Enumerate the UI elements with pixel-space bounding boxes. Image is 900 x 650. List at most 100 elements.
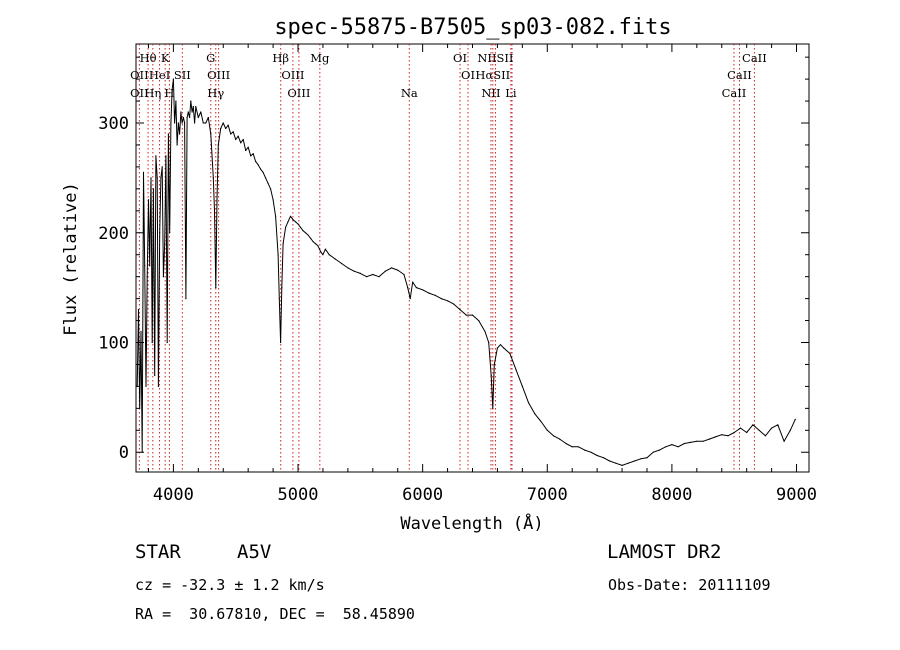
spectrum-point xyxy=(478,320,480,322)
y-tick-label: 200 xyxy=(98,224,129,244)
spectrum-point xyxy=(265,177,267,179)
spectrum-point xyxy=(571,446,573,448)
spectrum-point xyxy=(590,451,592,453)
spectrum-point xyxy=(142,171,145,173)
spectrum-point xyxy=(739,427,742,429)
spectrum-point xyxy=(207,116,209,119)
spectrum-point xyxy=(683,442,686,445)
spectrum-point xyxy=(658,449,661,451)
spectrum-point xyxy=(210,133,212,135)
spectrum-point xyxy=(690,441,692,443)
spectrum-point xyxy=(565,442,567,445)
spectrum-point xyxy=(322,254,324,256)
spectrum-point xyxy=(237,135,239,137)
spectrum-point xyxy=(222,122,224,124)
line-marker-label: Na xyxy=(401,86,418,100)
spectrum-point xyxy=(172,78,174,80)
line-marker-label: Mg xyxy=(310,51,330,65)
line-marker-label: NIISII xyxy=(477,51,513,65)
spectrum-point xyxy=(471,314,474,316)
y-tick-label: 0 xyxy=(119,443,129,463)
spectrum-point xyxy=(141,451,143,453)
plot-frame xyxy=(135,43,810,473)
spectrum-point xyxy=(137,309,140,311)
spectrum-point xyxy=(490,374,492,376)
spectrum-point xyxy=(174,122,176,124)
spectrum-point xyxy=(161,166,163,168)
spectrum-point xyxy=(328,254,330,256)
spectrum-point xyxy=(302,230,304,232)
spectrum-point xyxy=(309,237,312,239)
spectrum-point xyxy=(319,250,322,252)
spectrum-point xyxy=(499,344,502,346)
spectrum-point xyxy=(496,347,498,349)
spectrum-point xyxy=(230,133,232,135)
spectrum-point xyxy=(166,341,168,344)
coordinates: RA = 30.67810, DEC = 58.45890 xyxy=(135,605,415,623)
spectrum-point xyxy=(397,269,399,271)
spectrum-point xyxy=(378,276,380,278)
spectrum-point xyxy=(696,440,698,442)
spectrum-point xyxy=(640,458,642,460)
spectrum-point xyxy=(312,240,314,243)
spectrum-point xyxy=(232,131,234,133)
spectrum-point xyxy=(285,226,287,228)
line-marker-label: OIII xyxy=(281,68,304,82)
spectrum-point xyxy=(159,232,161,234)
spectrum-point xyxy=(409,298,411,300)
x-tick-label: 5000 xyxy=(278,485,319,505)
spectrum-point xyxy=(708,438,710,440)
spectrum-point xyxy=(434,294,436,296)
spectrum-point xyxy=(255,160,257,162)
plot-border xyxy=(135,43,810,473)
spectrum-point xyxy=(353,270,355,272)
spectrum-point xyxy=(447,300,449,302)
spectrum-point xyxy=(702,440,704,442)
spectrum-point xyxy=(297,223,299,225)
line-marker-label: NII xyxy=(481,86,500,100)
spectrum-point xyxy=(609,460,611,462)
spectrum-point xyxy=(250,155,252,157)
spectrum-point xyxy=(260,168,262,170)
spectrum-point xyxy=(213,210,216,212)
spectrum-point xyxy=(162,276,164,278)
line-marker-label: CaII xyxy=(727,68,752,82)
spectrum-point xyxy=(220,127,222,130)
spectrum-point xyxy=(746,431,748,434)
spectrum-point xyxy=(577,446,580,448)
spectrum-point xyxy=(407,287,409,289)
spectrum-point xyxy=(677,446,679,448)
spectrum-point xyxy=(314,243,317,245)
spectrum-point xyxy=(155,155,157,157)
spectrum-point xyxy=(150,177,152,179)
spectrum-point xyxy=(225,127,227,130)
spectrum-point xyxy=(777,424,779,426)
spectrum-point xyxy=(359,272,361,274)
spectrum-point xyxy=(157,385,159,387)
spectrum-point xyxy=(289,215,292,217)
line-marker-label: Hθ xyxy=(140,51,157,65)
spectrum-point xyxy=(170,122,172,124)
spectral-line-markers xyxy=(138,44,755,472)
spectrum-point xyxy=(534,413,536,415)
x-tick-label: 4000 xyxy=(153,485,194,505)
line-marker-label: Hγ xyxy=(207,86,224,100)
spectrum-point xyxy=(621,464,623,466)
spectrum-series xyxy=(136,78,796,466)
spectrum-point xyxy=(181,122,183,124)
line-marker-label: Li xyxy=(505,86,517,100)
redshift-velocity: cz = -32.3 ± 1.2 km/s xyxy=(135,576,325,594)
line-marker-label: Hβ xyxy=(272,51,289,65)
x-tick-label: 9000 xyxy=(776,485,817,505)
spectrum-point xyxy=(275,215,277,217)
spectrum-point xyxy=(727,435,729,437)
spectrum-point xyxy=(227,124,229,126)
line-marker-label: HαSII xyxy=(475,68,510,82)
spectrum-point xyxy=(384,270,386,272)
spectrum-point xyxy=(184,122,186,124)
spectrum-point xyxy=(733,431,735,434)
spectrum-point xyxy=(160,177,162,179)
line-marker-label: CaII xyxy=(722,86,747,100)
spectrum-point xyxy=(186,116,188,119)
